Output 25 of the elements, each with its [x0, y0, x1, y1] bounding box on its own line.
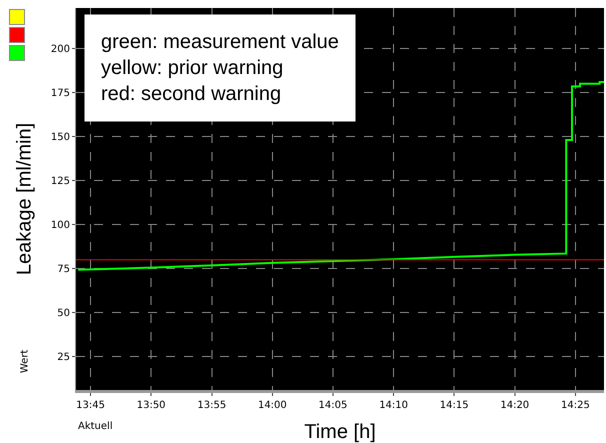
x-tick-label: 13:55	[197, 400, 226, 411]
y-axis-title: Leakage [ml/min]	[13, 122, 36, 276]
annotation: green: measurement value	[101, 31, 339, 53]
annotation: red: second warning	[101, 83, 282, 105]
y-tick-label: 75	[57, 264, 70, 276]
x-tick-label: 14:05	[318, 400, 348, 411]
y-tick-label: 125	[50, 176, 70, 188]
x-tick-label: 14:25	[561, 400, 590, 411]
line-series	[77, 80, 604, 271]
x-tick-label: 14:00	[258, 400, 287, 411]
x-tick-label: 13:45	[76, 400, 105, 411]
y-tick-label: 100	[50, 220, 70, 232]
x-tick-label: 14:20	[500, 400, 530, 411]
y-tick-label: 50	[57, 308, 70, 320]
x-tick-label: 14:10	[379, 400, 408, 411]
x-tick-label: 13:50	[136, 400, 166, 411]
y-tick-label: 200	[50, 44, 70, 55]
y-tick-label: 175	[50, 88, 70, 99]
annotation: yellow: prior warning	[101, 57, 284, 79]
text: Aktuell	[78, 421, 113, 432]
x-axis-title: Time [h]	[304, 421, 376, 443]
y-tick-label: 150	[50, 132, 70, 144]
x-tick-label: 14:15	[440, 400, 469, 411]
y-tick-label: 25	[57, 352, 70, 364]
text: Wert	[20, 350, 31, 374]
